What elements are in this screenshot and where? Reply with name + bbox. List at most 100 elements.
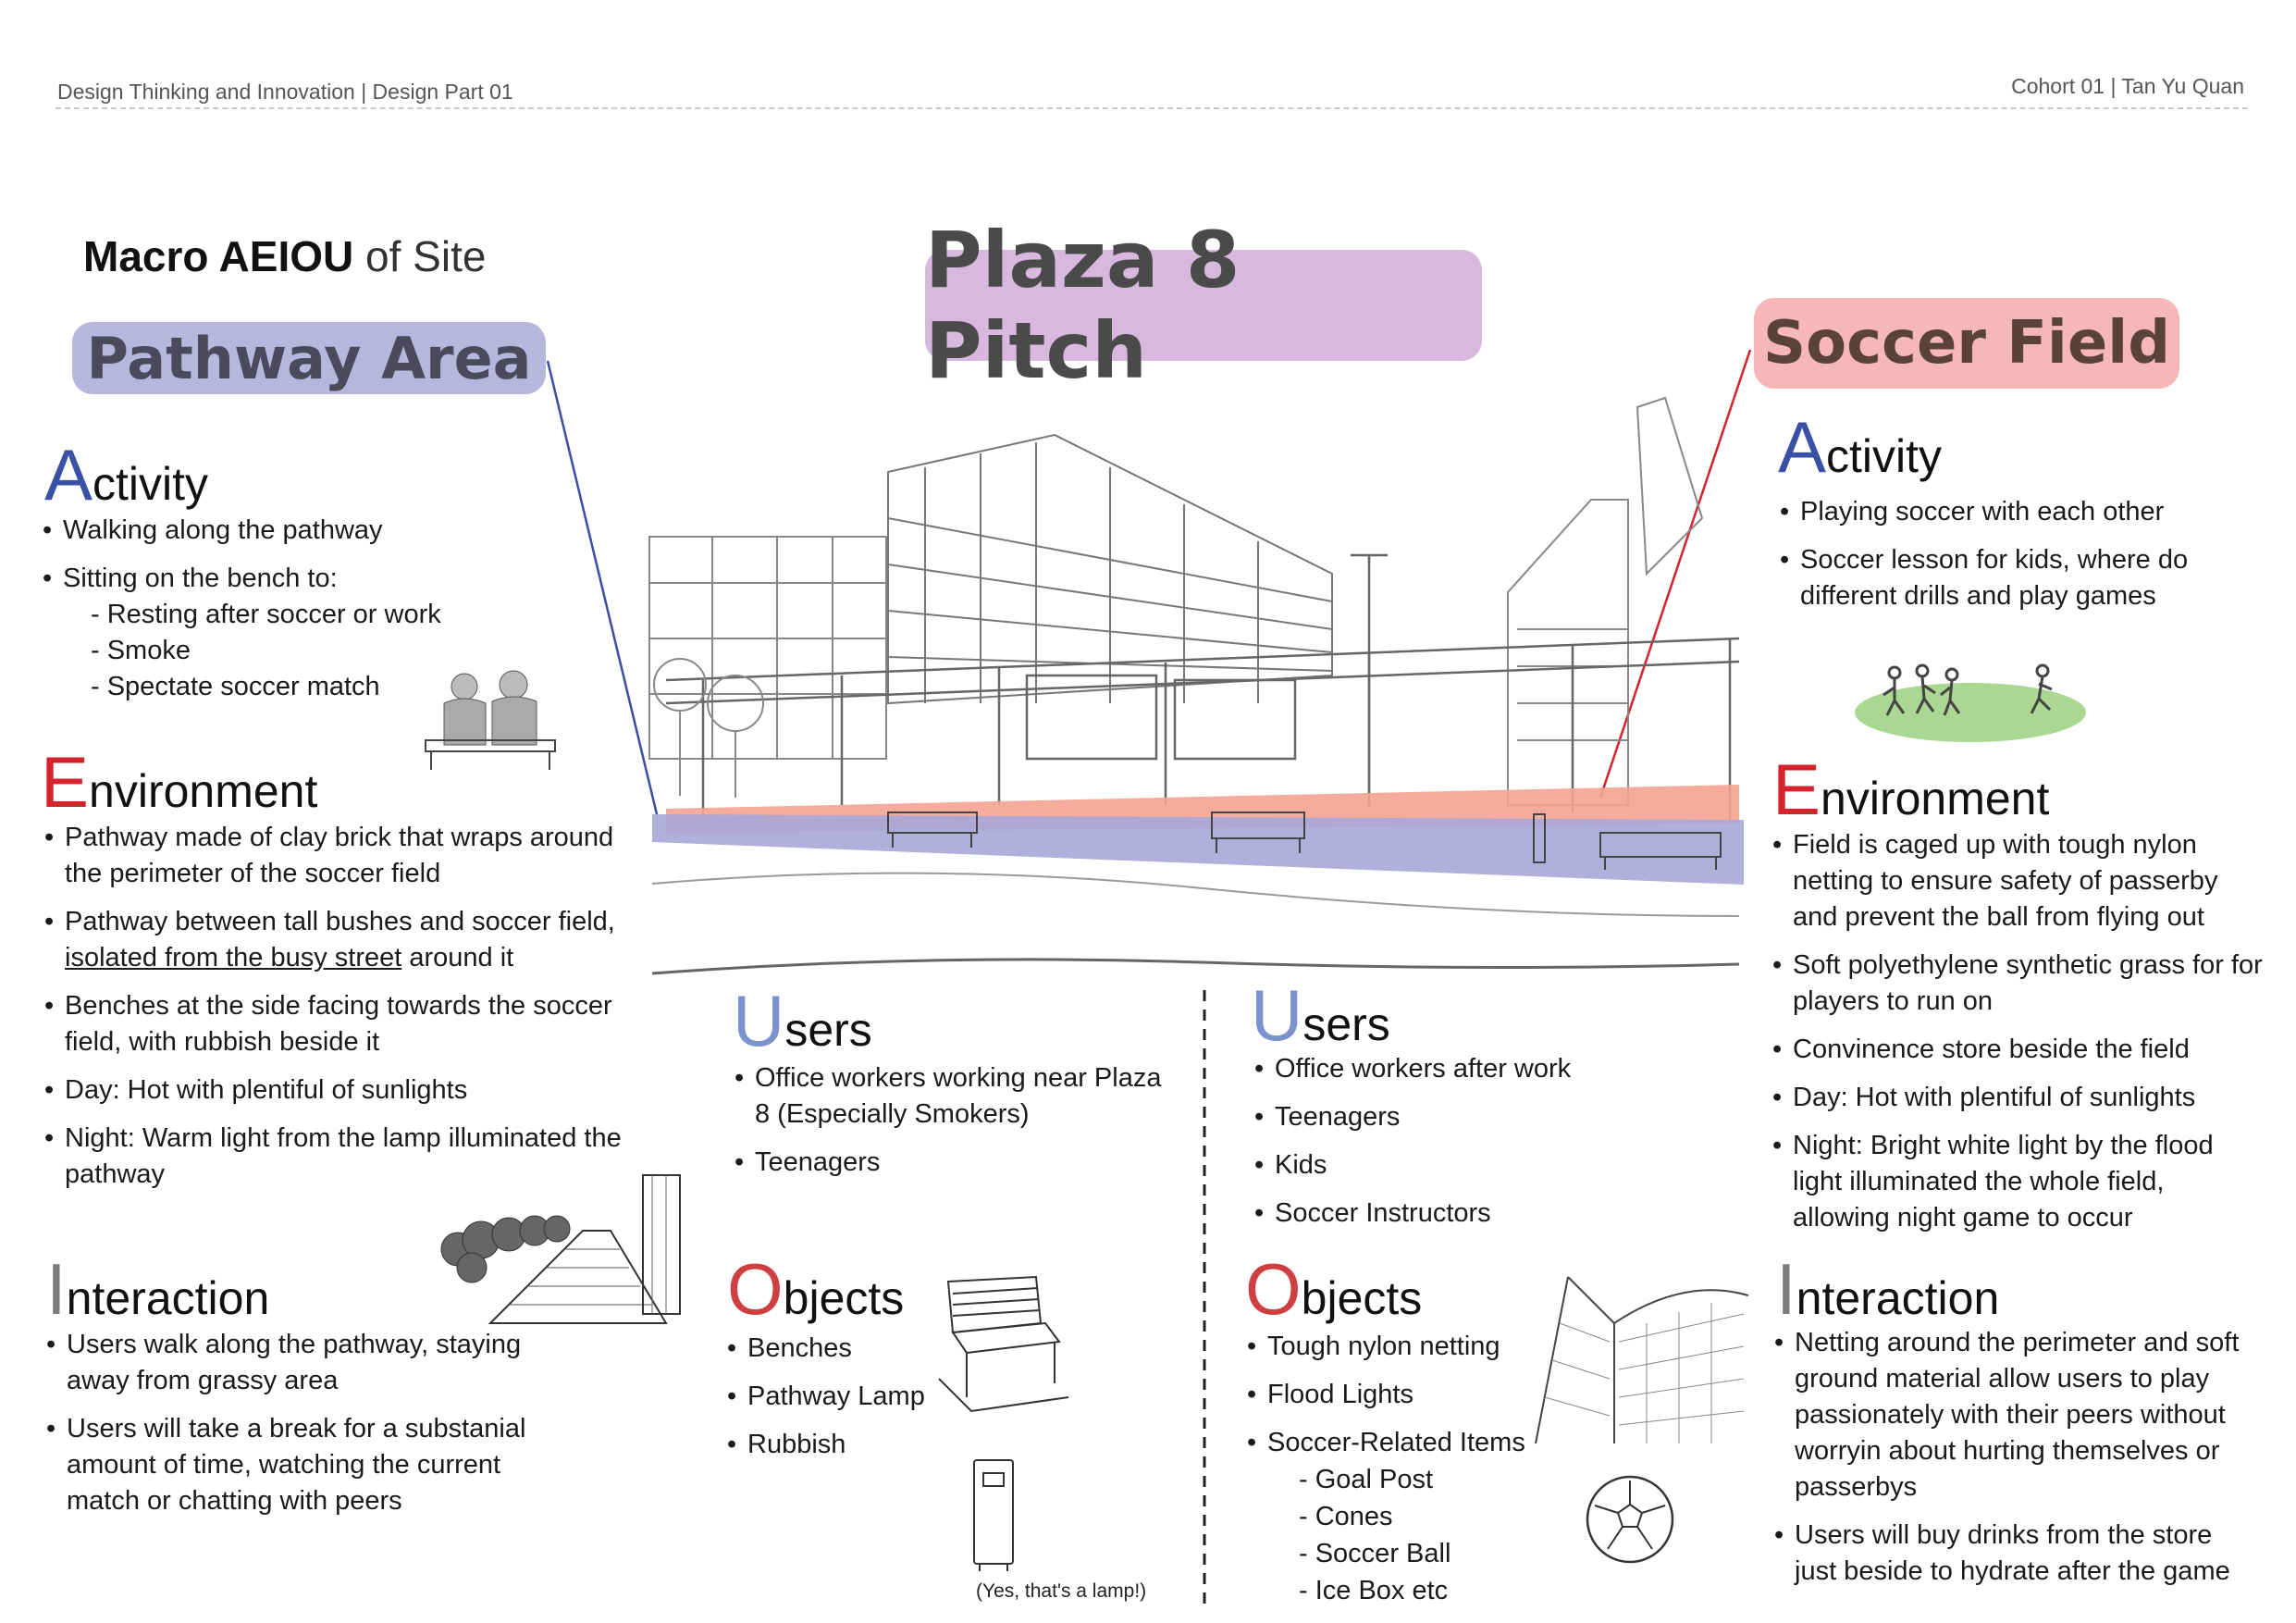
list-item-text: Soccer-Related Items — [1267, 1428, 1525, 1457]
heading-rest: nvironment — [89, 765, 318, 817]
pathway-area-label: Pathway Area — [72, 322, 546, 394]
pathway-users-list: Office workers working near Plaza 8 (Esp… — [734, 1060, 1179, 1193]
list-item-text: Sitting on the bench to: — [63, 564, 338, 593]
street-line — [651, 958, 1740, 975]
soccer-users-list: Office workers after work Teenagers Kids… — [1254, 1051, 1643, 1244]
list-item: Rubbish — [727, 1427, 949, 1463]
list-item: Convinence store beside the field — [1772, 1032, 2263, 1068]
lamp-caption: (Yes, that's a lamp!) — [976, 1580, 1147, 1602]
pathway-activity-heading: Activity — [44, 433, 208, 517]
pathway-environment-list: Pathway made of clay brick that wraps ar… — [44, 820, 636, 1205]
soccer-users-heading: Users — [1251, 973, 1390, 1058]
trees — [653, 658, 764, 798]
soccer-interaction-list: Netting around the perimeter and soft gr… — [1774, 1325, 2255, 1602]
sub-item: - Soccer Ball — [1299, 1539, 1451, 1568]
sub-item: - Resting after soccer or work — [91, 600, 441, 629]
pathway-leader-line — [546, 360, 659, 815]
soccer-leader-line — [1599, 349, 1752, 799]
underlined-text: isolated from the busy street — [65, 943, 402, 973]
sub-item: - Cones — [1299, 1502, 1393, 1531]
heading-rest: sers — [1302, 998, 1390, 1050]
heading-initial: E — [41, 741, 90, 823]
list-item: Day: Hot with plentiful of sunlights — [44, 1072, 636, 1109]
heading-rest: sers — [784, 1004, 872, 1056]
pathway-interaction-heading: Interaction — [46, 1247, 269, 1332]
sub-item: - Goal Post — [1299, 1465, 1434, 1494]
hedge-path-sketch — [440, 1174, 681, 1324]
list-item: Playing soccer with each other — [1780, 494, 2224, 530]
soccer-ball-icon — [1586, 1475, 1674, 1564]
list-item: Office workers after work — [1254, 1051, 1643, 1087]
list-item: Teenagers — [734, 1145, 1179, 1181]
list-item: Soft polyethylene synthetic grass for fo… — [1772, 948, 2263, 1020]
list-item: Pathway between tall bushes and soccer f… — [44, 904, 636, 976]
path-benches — [887, 812, 1722, 870]
heading-initial: O — [727, 1248, 784, 1330]
soccer-environment-list: Field is caged up with tough nylon netti… — [1772, 827, 2263, 1248]
soccer-objects-list: Tough nylon netting Flood Lights Soccer-… — [1247, 1329, 1543, 1621]
soccer-interaction-heading: Interaction — [1776, 1247, 1999, 1332]
heading-rest: nteraction — [66, 1272, 270, 1324]
heading-initial: U — [1251, 974, 1303, 1056]
list-item: Flood Lights — [1247, 1377, 1543, 1413]
list-item: Pathway Lamp — [727, 1379, 949, 1415]
heading-initial: A — [1778, 406, 1827, 488]
pathway-users-heading: Users — [733, 979, 872, 1063]
heading-rest: bjects — [783, 1272, 905, 1324]
bench-sketch — [938, 1275, 1069, 1413]
pathway-activity-list: Walking along the pathway Sitting on the… — [43, 513, 505, 717]
course-title: Design Thinking and Innovation | Design … — [57, 80, 513, 104]
heading-rest: ctivity — [93, 458, 209, 510]
soccer-activity-list: Playing soccer with each other Soccer le… — [1780, 494, 2224, 626]
list-item: Walking along the pathway — [43, 513, 505, 549]
list-item: Pathway made of clay brick that wraps ar… — [44, 820, 636, 892]
pathway-interaction-list: Users walk along the pathway, staying aw… — [46, 1327, 564, 1531]
heading-initial: U — [733, 980, 785, 1061]
list-item: Users will buy drinks from the store jus… — [1774, 1518, 2255, 1590]
list-item: Day: Hot with plentiful of sunlights — [1772, 1080, 2263, 1116]
soccer-activity-heading: Activity — [1778, 405, 1942, 489]
soccer-field-label: Soccer Field — [1754, 298, 2179, 389]
sub-item: - Spectate soccer match — [91, 672, 380, 701]
header-divider — [56, 107, 2248, 109]
goal-net-sketch — [1535, 1276, 1749, 1444]
list-item: Night: Bright white light by the flood l… — [1772, 1128, 2263, 1236]
sub-item: - Ice Box etc — [1299, 1576, 1449, 1605]
pathway-environment-heading: Environment — [41, 740, 317, 824]
left-building — [648, 536, 887, 760]
list-item-text: Pathway between tall bushes and soccer f… — [65, 907, 615, 936]
heading-rest: nvironment — [1821, 773, 2050, 824]
list-item: Soccer Instructors — [1254, 1196, 1643, 1232]
list-item: Users walk along the pathway, staying aw… — [46, 1327, 564, 1399]
heading-initial: I — [46, 1248, 67, 1330]
grass-players-sketch — [1855, 663, 2086, 742]
macro-heading-rest: of Site — [353, 232, 487, 280]
sub-item: - Smoke — [91, 636, 191, 665]
list-item: Benches — [727, 1331, 949, 1367]
list-item: Sitting on the bench to: - Resting after… — [43, 561, 505, 705]
heading-initial: A — [44, 434, 93, 515]
macro-heading-bold: Macro AEIOU — [83, 232, 354, 280]
list-item: Soccer-Related Items - Goal Post - Cones… — [1247, 1425, 1543, 1609]
right-building — [1507, 396, 1704, 806]
list-item: Kids — [1254, 1147, 1643, 1183]
list-item-text: around it — [401, 943, 514, 973]
list-item: Tough nylon netting — [1247, 1329, 1543, 1365]
heading-rest: bjects — [1301, 1272, 1423, 1324]
soccer-objects-heading: Objects — [1245, 1247, 1422, 1332]
heading-initial: I — [1776, 1248, 1796, 1330]
heading-initial: E — [1772, 749, 1821, 830]
list-item: Teenagers — [1254, 1099, 1643, 1135]
soccer-environment-heading: Environment — [1772, 748, 2049, 832]
list-item: Soccer lesson for kids, where do differe… — [1780, 542, 2224, 614]
list-item: Benches at the side facing towards the s… — [44, 988, 636, 1060]
list-item: Night: Warm light from the lamp illumina… — [44, 1121, 636, 1193]
macro-heading: Macro AEIOU of Site — [83, 231, 486, 281]
lamp-sketch — [973, 1459, 1014, 1571]
list-item: Users will take a break for a substanial… — [46, 1411, 564, 1519]
ground-line — [651, 872, 1740, 917]
list-item: Field is caged up with tough nylon netti… — [1772, 827, 2263, 935]
cage-frame — [665, 553, 1740, 824]
author-info: Cohort 01 | Tan Yu Quan — [2011, 74, 2244, 98]
